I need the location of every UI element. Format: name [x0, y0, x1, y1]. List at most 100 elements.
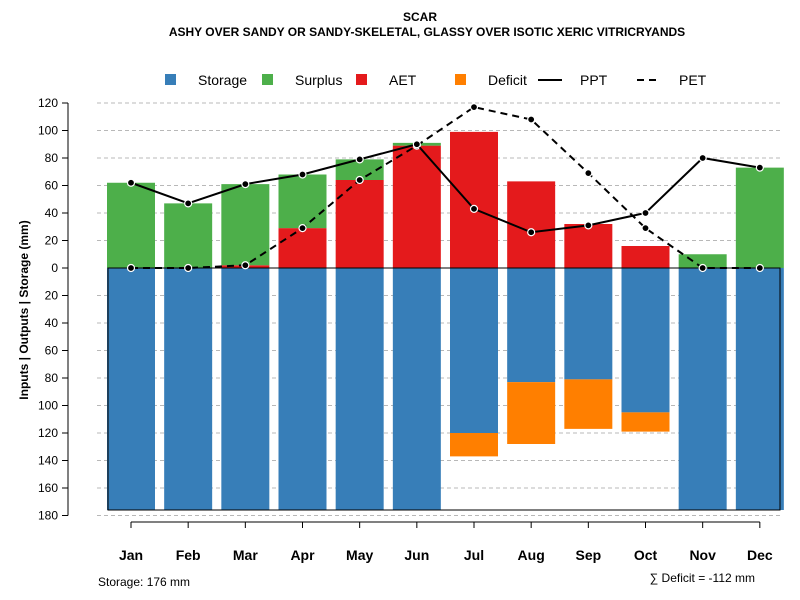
ppt-point-jul [469, 204, 479, 213]
storage-bar-dec [735, 268, 784, 510]
x-tick-label-mar: Mar [233, 547, 258, 563]
x-tick-label-dec: Dec [747, 547, 773, 563]
aet-bar-oct [621, 246, 670, 268]
x-tick-label-sep: Sep [575, 547, 601, 563]
x-tick-label-jan: Jan [119, 547, 143, 563]
x-tick-label-apr: Apr [290, 547, 315, 563]
x-tick-label-nov: Nov [689, 547, 716, 563]
ppt-point-jan [126, 178, 136, 187]
ppt-line [130, 143, 760, 234]
ppt-point-jun [412, 140, 421, 149]
x-tick-label-aug: Aug [518, 547, 545, 563]
aet-bar-jun [392, 145, 441, 268]
y-tick-label: 40 [45, 316, 59, 330]
pet-point-nov [698, 263, 707, 273]
x-tick-label-jun: Jun [404, 547, 429, 563]
ppt-point-aug [527, 228, 536, 237]
y-tick-label: 80 [45, 371, 59, 385]
deficit-sum-footnote: ∑ Deficit = -112 mm [650, 571, 755, 585]
y-tick-label: 20 [45, 289, 59, 303]
ppt-point-mar [241, 180, 250, 189]
deficit-bar-aug [507, 382, 556, 444]
y-tick-label: 0 [51, 261, 58, 275]
storage-footnote: Storage: 176 mm [98, 575, 190, 589]
y-tick-label: 120 [38, 426, 58, 440]
aet-legend-label: AET [389, 72, 417, 88]
legend: Storage Surplus AET Deficit PPT PET [165, 72, 707, 88]
y-tick-label: 100 [38, 124, 58, 138]
surplus-legend-swatch [262, 74, 273, 85]
pet-point-jul [469, 103, 479, 112]
storage-bar-apr [278, 268, 327, 510]
y-axis-label: Inputs | Outputs | Storage (mm) [17, 220, 31, 399]
storage-bar-jan [107, 268, 155, 510]
x-tick-label-oct: Oct [634, 547, 658, 563]
bars [107, 131, 784, 511]
y-tick-label: 180 [38, 509, 58, 523]
surplus-bar-jan [107, 182, 155, 268]
y-tick-label: 40 [45, 206, 59, 220]
storage-bar-may [335, 268, 384, 510]
storage-legend-label: Storage [198, 72, 247, 88]
y-tick-label: 20 [45, 234, 59, 248]
storage-bar-jul [450, 268, 498, 433]
y-tick-label: 60 [45, 179, 59, 193]
storage-bar-nov [678, 268, 727, 510]
axes: 120 100 80 60 40 20 0 20 40 60 80 100 120 140 160 180 Ja… [38, 96, 773, 563]
x-tick-label-may: May [346, 547, 373, 563]
ppt-point-nov [698, 153, 707, 163]
chart-title: SCAR [403, 10, 437, 24]
deficit-bar-jul [450, 433, 498, 457]
series-lines [126, 103, 764, 273]
storage-bar-sep [564, 268, 613, 380]
x-tick-label-jul: Jul [464, 547, 484, 563]
storage-bar-jun [392, 268, 441, 510]
chart-subtitle: ASHY OVER SANDY OR SANDY-SKELETAL, GLASS… [169, 25, 685, 39]
ppt-point-dec [755, 163, 764, 172]
surplus-bar-dec [735, 167, 784, 268]
ppt-point-apr [298, 170, 307, 179]
aet-legend-swatch [356, 74, 367, 85]
y-tick-label: 140 [38, 454, 58, 468]
pet-point-dec [755, 263, 764, 273]
ppt-point-sep [584, 221, 593, 230]
pet-point-oct [641, 224, 650, 233]
pet-point-jan [126, 263, 136, 273]
deficit-legend-label: Deficit [488, 72, 527, 88]
y-tick-label: 160 [38, 481, 58, 495]
surplus-bar-feb [164, 203, 213, 268]
surplus-bar-apr [278, 174, 327, 229]
storage-bar-aug [507, 268, 556, 383]
pet-point-feb [184, 263, 193, 273]
y-tick-label: 60 [45, 344, 59, 358]
storage-bar-feb [164, 268, 213, 510]
storage-bar-oct [621, 268, 670, 413]
y-tick-label: 100 [38, 399, 58, 413]
pet-point-mar [241, 261, 250, 270]
deficit-legend-swatch [455, 74, 466, 85]
ppt-point-oct [641, 208, 650, 218]
deficit-bar-oct [621, 412, 670, 432]
pet-point-sep [584, 169, 593, 178]
aet-bar-apr [278, 228, 327, 268]
y-tick-label: 120 [38, 96, 58, 110]
y-tick-label: 80 [45, 151, 59, 165]
ppt-legend-label: PPT [580, 72, 608, 88]
aet-bar-sep [564, 224, 613, 268]
x-tick-label-feb: Feb [176, 547, 201, 563]
pet-point-aug [527, 115, 536, 124]
pet-point-apr [298, 224, 307, 233]
ppt-point-may [355, 155, 364, 164]
storage-bar-mar [221, 268, 270, 510]
pet-legend-label: PET [679, 72, 707, 88]
surplus-bar-mar [221, 184, 270, 266]
surplus-bar-may [335, 159, 384, 180]
deficit-bar-sep [564, 379, 613, 429]
aet-bar-may [335, 180, 384, 268]
surplus-legend-label: Surplus [295, 72, 342, 88]
aet-bar-jul [450, 131, 498, 268]
ppt-point-feb [184, 199, 193, 208]
surplus-bar-nov [678, 254, 727, 268]
pet-point-may [355, 175, 364, 185]
